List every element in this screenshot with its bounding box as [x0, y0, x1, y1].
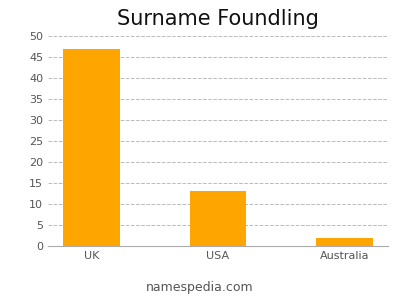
Title: Surname Foundling: Surname Foundling [117, 9, 319, 29]
Bar [64, 49, 120, 246]
Bar [190, 191, 246, 246]
Bar [316, 238, 372, 246]
Text: namespedia.com: namespedia.com [146, 281, 254, 294]
